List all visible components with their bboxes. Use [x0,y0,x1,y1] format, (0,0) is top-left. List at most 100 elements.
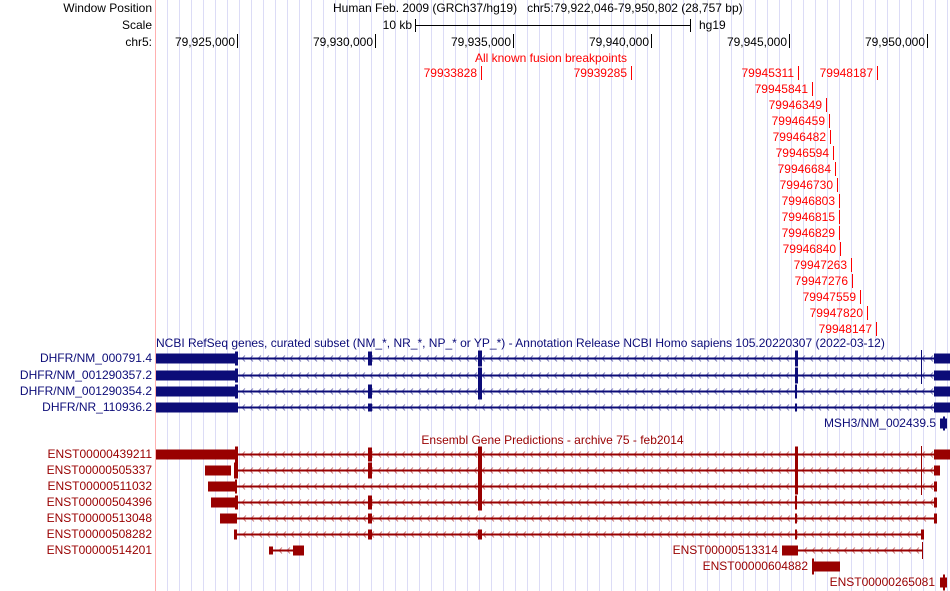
gene-model[interactable] [940,574,947,591]
strand-arrow-icon [466,515,471,522]
strand-arrow-icon [529,483,534,490]
gene-model[interactable] [211,494,937,511]
gene-model[interactable] [156,367,950,384]
strand-arrow-icon [873,388,878,395]
gene-label[interactable]: DHFR/NM_001290357.2 [19,368,152,382]
breakpoint-label[interactable]: 79946803 [781,194,835,208]
gene-model[interactable] [156,402,950,413]
breakpoint-label[interactable]: 79947276 [794,274,848,288]
strand-arrow-icon [330,515,335,522]
strand-arrow-icon [313,372,318,379]
strand-arrow-icon [377,451,382,458]
gene-model[interactable] [812,558,840,575]
ruler-tick-label: 79,935,000 [450,35,511,49]
gene-label-ENST00000265081[interactable]: ENST00000265081 [829,575,935,589]
gene-model[interactable] [156,350,950,367]
breakpoint-label[interactable]: 79933828 [423,66,477,80]
breakpoint-label[interactable]: 79939285 [573,66,627,80]
strand-arrow-icon [769,451,774,458]
strand-arrow-icon [601,451,606,458]
strand-arrow-icon [553,451,558,458]
breakpoint-label[interactable]: 79946684 [777,162,831,176]
breakpoint-label[interactable]: 79948147 [818,322,872,336]
ruler-tick-label: 79,940,000 [588,35,649,49]
strand-arrow-icon [537,355,542,362]
exon [156,449,236,460]
breakpoint-label[interactable]: 79945311 [741,66,795,80]
gene-model[interactable] [269,545,304,556]
breakpoint-label[interactable]: 79946815 [781,210,835,224]
breakpoint-label[interactable]: 79948187 [819,66,873,80]
gene-label[interactable]: ENST00000508282 [46,527,152,541]
strand-arrow-icon [425,451,430,458]
strand-arrow-icon [313,467,318,474]
strand-arrow-icon [409,451,414,458]
strand-arrow-icon [305,388,310,395]
breakpoint-label[interactable]: 79946594 [775,146,829,160]
strand-arrow-icon [867,547,872,554]
strand-arrow-icon [801,467,806,474]
gene-label[interactable]: DHFR/NM_000791.4 [39,351,152,365]
ensembl-track-title[interactable]: Ensembl Gene Predictions - archive 75 - … [421,433,684,447]
breakpoint-label[interactable]: 79946459 [771,114,825,128]
gene-model[interactable] [782,542,923,559]
gene-model[interactable] [208,478,937,495]
gene-label[interactable]: DHFR/NR_110936.2 [42,400,152,414]
gene-label-msh3[interactable]: MSH3/NM_002439.5 [823,416,936,430]
strand-arrow-icon [753,355,758,362]
strand-arrow-icon [729,483,734,490]
gene-model[interactable] [220,513,937,524]
gene-label[interactable]: ENST00000504396 [46,495,152,509]
strand-arrow-icon [849,372,854,379]
strand-arrow-icon [858,531,863,538]
gene-label[interactable]: ENST00000439211 [47,447,152,461]
gene-label-ENST00000513314[interactable]: ENST00000513314 [672,543,778,557]
strand-arrow-icon [778,515,783,522]
gene-model[interactable] [156,446,950,463]
strand-arrow-icon [434,515,439,522]
refseq-track-title[interactable]: NCBI RefSeq genes, curated subset (NM_*,… [156,336,885,350]
exon [293,545,304,556]
breakpoint-label[interactable]: 79946840 [782,242,836,256]
strand-arrow-icon [353,467,358,474]
gene-label[interactable]: ENST00000513048 [46,511,152,525]
strand-arrow-icon [594,531,599,538]
strand-arrow-icon [897,499,902,506]
gene-label[interactable]: ENST00000505337 [46,463,152,477]
breakpoint-label[interactable]: 79945841 [754,82,808,96]
strand-arrow-icon [281,404,286,411]
gene-model[interactable] [234,529,924,540]
strand-arrow-icon [258,531,263,538]
strand-arrow-icon [609,404,614,411]
strand-arrow-icon [498,531,503,538]
strand-arrow-icon [746,531,751,538]
strand-arrow-icon [505,372,510,379]
breakpoint-label[interactable]: 79947263 [793,258,847,272]
strand-arrow-icon [777,483,782,490]
strand-arrow-icon [329,404,334,411]
breakpoint-label[interactable]: 79947820 [809,306,863,320]
gene-label[interactable]: ENST00000511032 [47,479,152,493]
strand-arrow-icon [811,547,816,554]
gene-label-ENST00000604882[interactable]: ENST00000604882 [702,559,808,573]
strand-arrow-icon [361,499,366,506]
gene-model[interactable] [156,383,950,400]
fusion-track-title[interactable]: All known fusion breakpoints [474,51,628,65]
gene-model[interactable] [205,462,940,479]
strand-arrow-icon [497,404,502,411]
strand-arrow-icon [682,531,687,538]
strand-arrow-icon [273,372,278,379]
breakpoint-label[interactable]: 79946349 [768,98,822,112]
breakpoint-label[interactable]: 79946730 [779,178,833,192]
strand-arrow-icon [825,467,830,474]
gene-label[interactable]: ENST00000514201 [46,543,152,557]
breakpoint-label[interactable]: 79947559 [802,290,856,304]
breakpoint-label[interactable]: 79946482 [772,130,826,144]
strand-arrow-icon [361,404,366,411]
gene-label[interactable]: DHFR/NM_001290354.2 [19,384,152,398]
exon [812,558,814,575]
breakpoint-label[interactable]: 79946829 [781,226,835,240]
strand-arrow-icon [257,404,262,411]
gene-model[interactable] [940,416,947,431]
strand-arrow-icon [585,388,590,395]
